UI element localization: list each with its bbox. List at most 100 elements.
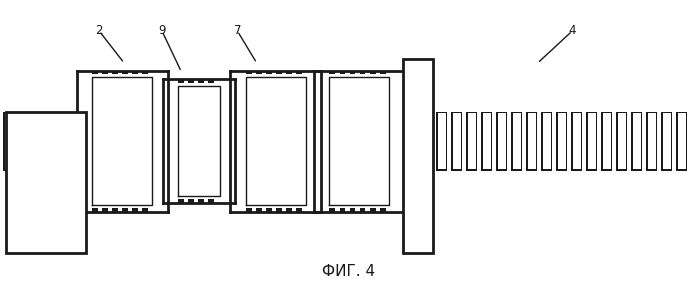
Bar	[383, 112, 390, 171]
Bar	[89, 112, 97, 171]
Bar	[114, 112, 121, 171]
Bar	[632, 113, 641, 169]
Bar	[276, 208, 282, 212]
Bar	[451, 112, 462, 171]
Bar	[309, 112, 317, 171]
Bar	[188, 199, 194, 203]
Bar	[6, 112, 86, 253]
Bar	[276, 71, 282, 74]
Bar	[126, 112, 134, 171]
Bar	[260, 112, 268, 171]
Bar	[77, 112, 85, 171]
Bar	[28, 112, 36, 171]
Bar	[200, 113, 206, 169]
Text: 5: 5	[343, 196, 350, 209]
Bar	[102, 208, 108, 212]
Text: 1: 1	[70, 164, 77, 177]
Bar	[359, 113, 364, 169]
Bar	[174, 112, 183, 171]
Bar	[230, 71, 321, 212]
Bar	[91, 113, 96, 169]
Bar	[198, 199, 204, 203]
Bar	[208, 79, 214, 83]
Bar	[286, 71, 292, 74]
Bar	[481, 112, 492, 171]
Bar	[468, 113, 475, 169]
Bar	[498, 113, 505, 169]
Bar	[223, 112, 232, 171]
Text: 7: 7	[234, 24, 241, 37]
Bar	[199, 112, 207, 171]
Text: 3: 3	[410, 189, 417, 202]
Bar	[236, 112, 244, 171]
Bar	[187, 112, 195, 171]
Bar	[92, 71, 98, 74]
Bar	[237, 113, 242, 169]
Bar	[40, 112, 48, 171]
Bar	[164, 113, 169, 169]
Bar	[101, 112, 109, 171]
Bar	[127, 113, 133, 169]
Bar	[335, 113, 340, 169]
Bar	[380, 208, 385, 212]
Bar	[122, 71, 128, 74]
Bar	[571, 112, 582, 171]
Bar	[558, 113, 565, 169]
Bar	[213, 113, 218, 169]
Bar	[178, 79, 184, 83]
Bar	[133, 71, 138, 74]
Bar	[358, 112, 366, 171]
Bar	[452, 113, 461, 169]
Bar	[322, 113, 328, 169]
Bar	[274, 113, 279, 169]
Bar	[648, 113, 655, 169]
Bar	[3, 112, 11, 171]
Bar	[661, 112, 672, 171]
Bar	[29, 113, 35, 169]
Bar	[601, 112, 612, 171]
Bar	[436, 112, 447, 171]
Bar	[66, 113, 71, 169]
Bar	[556, 112, 567, 171]
Bar	[526, 112, 537, 171]
Text: 2: 2	[96, 24, 103, 37]
Bar	[350, 208, 355, 212]
Bar	[255, 71, 262, 74]
Bar	[133, 208, 138, 212]
Bar	[16, 112, 24, 171]
Bar	[329, 71, 335, 74]
Text: 9: 9	[158, 24, 165, 37]
Bar	[92, 208, 98, 212]
Bar	[5, 113, 10, 169]
Bar	[176, 113, 181, 169]
Bar	[329, 208, 335, 212]
Bar	[77, 71, 168, 212]
Bar	[482, 113, 491, 169]
Bar	[528, 113, 535, 169]
Bar	[78, 113, 84, 169]
Bar	[321, 112, 329, 171]
Bar	[572, 113, 581, 169]
Bar	[350, 71, 355, 74]
Bar	[311, 113, 315, 169]
Bar	[163, 112, 170, 171]
Bar	[512, 113, 521, 169]
Bar	[370, 112, 378, 171]
Bar	[266, 71, 272, 74]
Bar	[370, 71, 376, 74]
Bar	[262, 113, 267, 169]
Bar	[208, 199, 214, 203]
Bar	[296, 208, 302, 212]
Bar	[42, 113, 47, 169]
Bar	[115, 113, 120, 169]
Bar	[380, 71, 385, 74]
Bar	[618, 113, 625, 169]
Text: 4: 4	[569, 24, 576, 37]
Bar	[602, 113, 611, 169]
Bar	[151, 113, 157, 169]
Bar	[272, 112, 281, 171]
Bar	[142, 71, 148, 74]
Bar	[347, 113, 352, 169]
Bar	[511, 112, 522, 171]
Bar	[255, 208, 262, 212]
